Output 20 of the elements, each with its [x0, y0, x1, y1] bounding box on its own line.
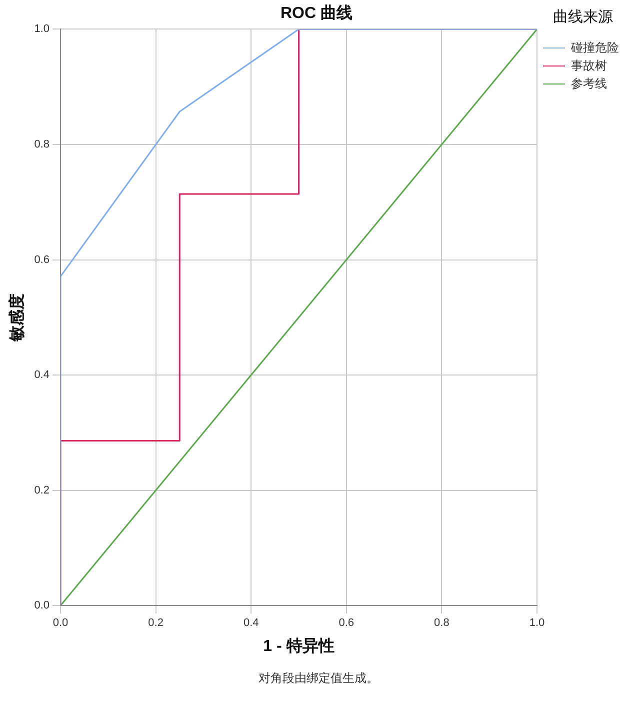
x-axis-title: 1 - 特异性 — [263, 636, 334, 655]
legend-title: 曲线来源 — [553, 8, 613, 26]
x-tick-label: 0.2 — [148, 617, 164, 630]
chart-title: ROC 曲线 — [280, 4, 352, 22]
legend-label: 参考线 — [571, 76, 607, 90]
legend-label: 碰撞危险 — [570, 40, 619, 54]
x-tick-label: 0.8 — [434, 617, 450, 630]
y-tick-label: 1.0 — [34, 23, 50, 36]
y-tick-label: 0.8 — [34, 138, 50, 151]
x-tick-label: 0.0 — [52, 617, 68, 630]
y-tick-label: 0.6 — [34, 254, 50, 266]
legend-label: 事故树 — [571, 58, 607, 72]
y-tick-label: 0.4 — [34, 369, 50, 382]
text: 对角段由绑定值生成。 — [258, 670, 380, 687]
x-tick-label: 1.0 — [529, 617, 545, 630]
x-tick-label: 0.4 — [243, 617, 259, 630]
y-axis-title: 敏感度 — [7, 293, 26, 342]
y-tick-label: 0.2 — [34, 484, 50, 496]
y-tick-label: 0.0 — [34, 600, 50, 612]
x-tick-label: 0.6 — [338, 617, 354, 630]
